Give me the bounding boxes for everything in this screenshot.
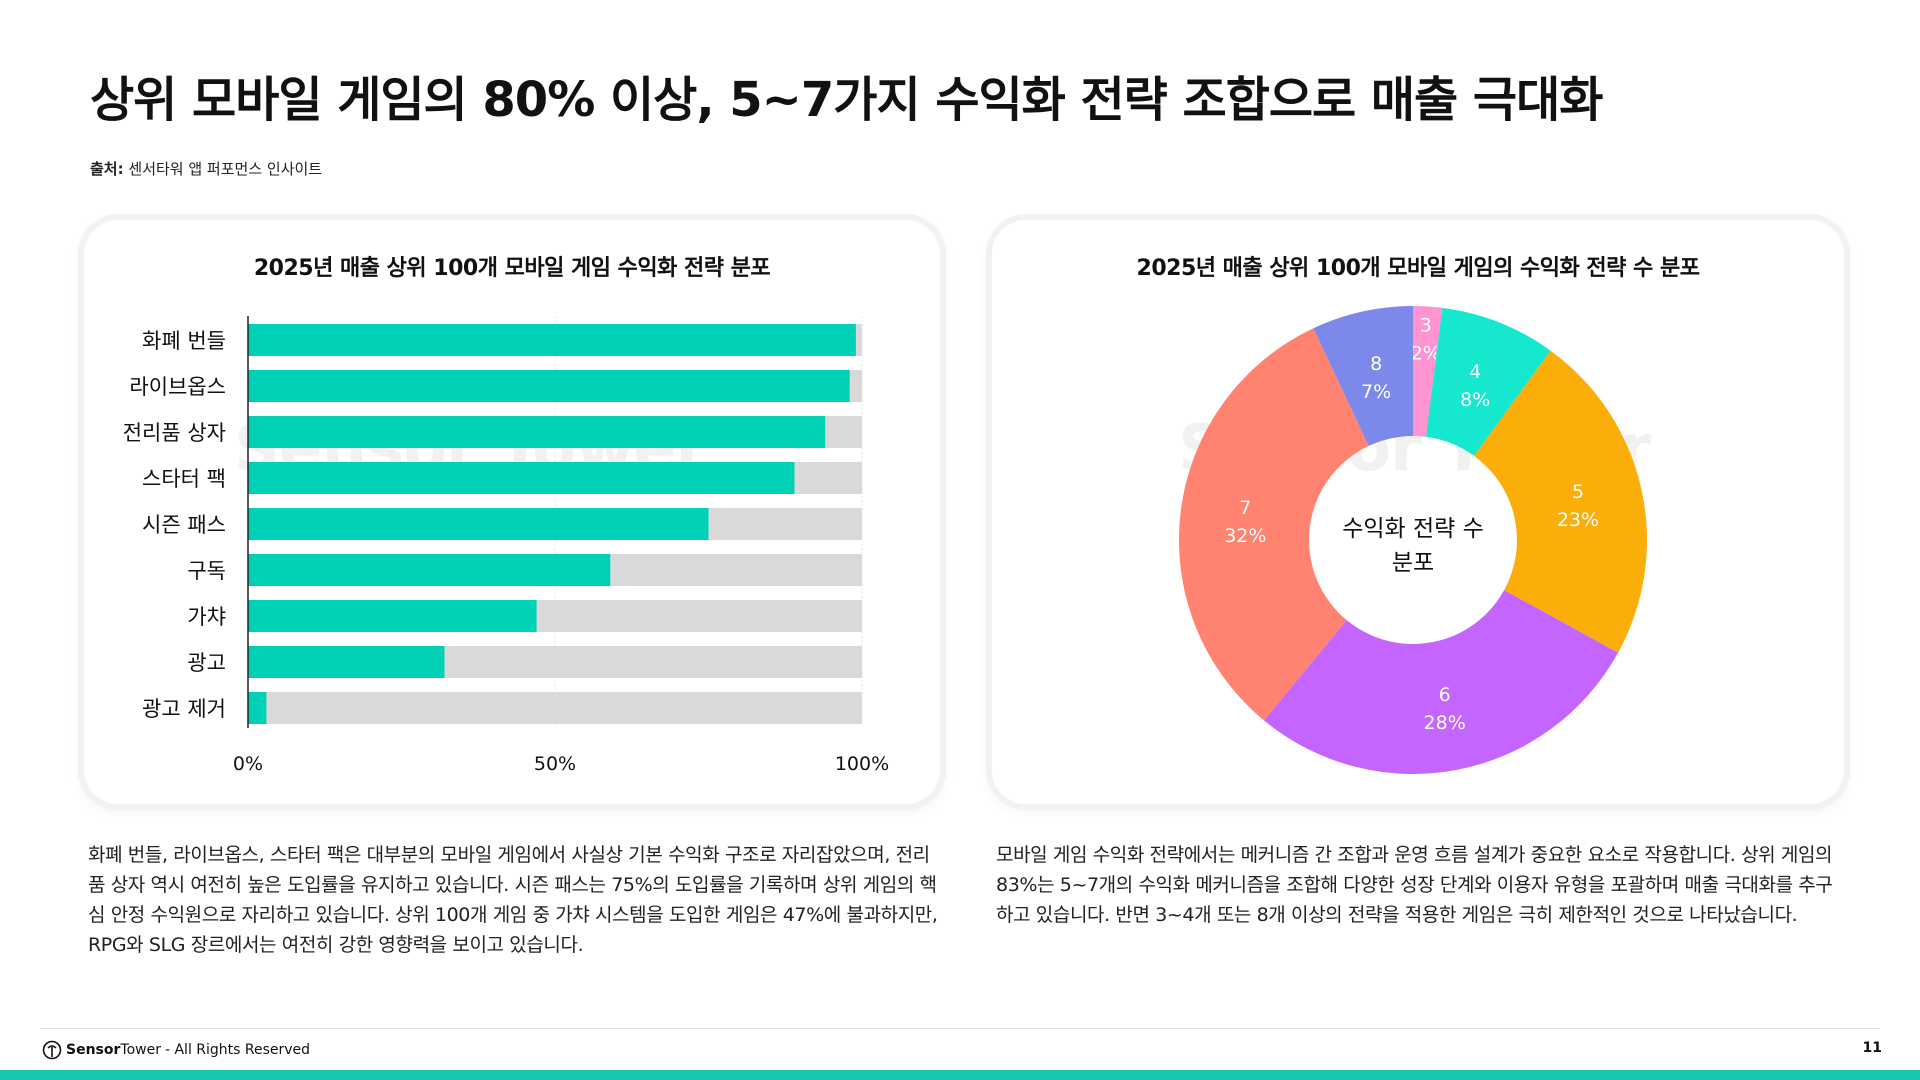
slice-label: 4 xyxy=(1469,361,1481,383)
bar-track xyxy=(248,692,862,724)
slice-percent: 28% xyxy=(1424,712,1466,734)
donut-chart: 32%48%523%628%732%87%수익화 전략 수분포 xyxy=(1179,306,1647,774)
bar-chart-description: 화폐 번들, 라이브옵스, 스타터 팩은 대부분의 모바일 게임에서 사실상 기… xyxy=(88,844,938,956)
donut-slice xyxy=(1426,307,1551,456)
footer-brand: SensorTower xyxy=(66,1042,161,1058)
bar xyxy=(248,370,850,402)
source-text: 센서타워 앱 퍼포먼스 인사이트 xyxy=(128,160,323,178)
sensor-tower-logo-icon xyxy=(42,1040,62,1060)
donut-slice xyxy=(1179,328,1369,721)
donut-chart-description: 모바일 게임 수익화 전략에서는 메커니즘 간 조합과 운영 흐름 설계가 중요… xyxy=(996,844,1833,926)
slice-label: 8 xyxy=(1370,353,1382,375)
slice-percent: 32% xyxy=(1224,525,1266,547)
category-label: 시즌 패스 xyxy=(142,513,226,537)
category-label: 가챠 xyxy=(187,605,226,629)
category-label: 구독 xyxy=(187,559,226,583)
donut-slice xyxy=(1413,306,1443,437)
bar-chart-title: 2025년 매출 상위 100개 모바일 게임 수익화 전략 분포 xyxy=(253,256,771,281)
bar xyxy=(248,692,267,724)
bar xyxy=(248,324,856,356)
page-number: 11 xyxy=(1862,1040,1882,1056)
donut-slice xyxy=(1474,350,1647,653)
source-note: 출처: 센서타워 앱 퍼포먼스 인사이트 xyxy=(90,158,322,179)
category-label: 광고 xyxy=(187,651,226,675)
x-tick-label: 50% xyxy=(534,753,576,775)
category-label: 라이브옵스 xyxy=(129,375,226,399)
bar xyxy=(248,554,611,586)
category-label: 화폐 번들 xyxy=(142,329,226,353)
slice-label: 6 xyxy=(1439,684,1451,706)
slice-label: 3 xyxy=(1420,314,1432,336)
footer-divider xyxy=(40,1028,1880,1029)
slice-percent: 23% xyxy=(1557,509,1599,531)
donut-center-label: 수익화 전략 수 xyxy=(1342,516,1484,542)
bar xyxy=(248,646,445,678)
category-label: 광고 제거 xyxy=(142,697,226,721)
donut-slice xyxy=(1263,590,1619,774)
page-title: 상위 모바일 게임의 80% 이상, 5~7가지 수익화 전략 조합으로 매출 … xyxy=(90,72,1603,128)
donut-slice xyxy=(1313,306,1413,446)
category-label: 전리품 상자 xyxy=(123,421,226,445)
bar xyxy=(248,462,795,494)
slice-percent: 2% xyxy=(1411,342,1441,364)
bottom-accent-bar xyxy=(0,1070,1920,1080)
bar-chart-card: Sensor Tower 2025년 매출 상위 100개 모바일 게임 수익화… xyxy=(84,220,940,804)
donut-chart-card: Sensor Tower 2025년 매출 상위 100개 모바일 게임의 수익… xyxy=(992,220,1844,804)
footer-logo: SensorTower - All Rights Reserved xyxy=(42,1040,310,1060)
slice-label: 5 xyxy=(1572,481,1584,503)
bar xyxy=(248,416,826,448)
donut-center-label: 분포 xyxy=(1392,550,1434,576)
bar xyxy=(248,600,537,632)
footer-rights: - All Rights Reserved xyxy=(164,1042,311,1058)
donut-chart-title: 2025년 매출 상위 100개 모바일 게임의 수익화 전략 수 분포 xyxy=(1136,256,1700,281)
source-label: 출처: xyxy=(90,160,124,178)
slice-label: 7 xyxy=(1239,497,1251,519)
slice-percent: 7% xyxy=(1361,381,1391,403)
x-tick-label: 100% xyxy=(835,753,889,775)
x-tick-label: 0% xyxy=(233,753,263,775)
slice-percent: 8% xyxy=(1460,389,1490,411)
category-label: 스타터 팩 xyxy=(142,467,226,491)
bar xyxy=(248,508,709,540)
